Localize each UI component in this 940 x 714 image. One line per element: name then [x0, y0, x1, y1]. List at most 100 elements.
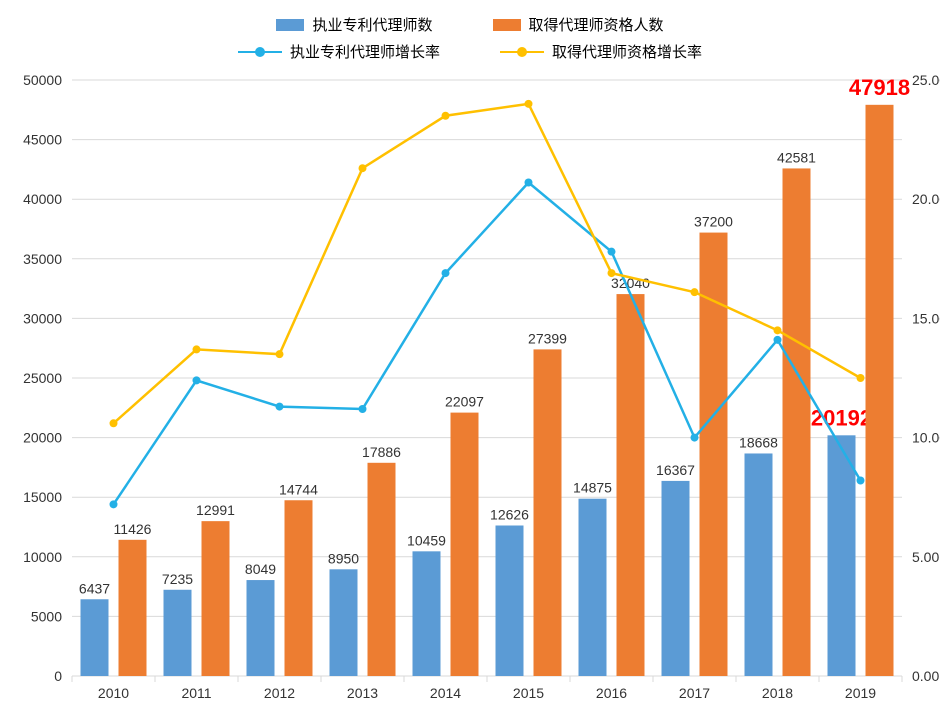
- x-tick-label: 2011: [181, 685, 211, 701]
- x-tick-label: 2010: [98, 685, 129, 701]
- y-left-tick-label: 10000: [23, 549, 62, 565]
- bar-series2: [202, 521, 230, 676]
- line-marker: [774, 326, 782, 334]
- bar-series1: [330, 569, 358, 676]
- legend-label: 取得代理师资格人数: [529, 14, 664, 35]
- y-left-tick-label: 30000: [23, 310, 62, 326]
- line-marker: [276, 350, 284, 358]
- bar-series1: [413, 551, 441, 676]
- plot-area: 0 5000 10000 15000 20000 25000 30000 35000 40000…: [0, 0, 940, 714]
- legend: 执业专利代理师数 取得代理师资格人数 执业专利代理师增长率 取得代理师: [0, 14, 940, 62]
- bar-value-label: 11426: [114, 521, 152, 537]
- line-marker: [193, 376, 201, 384]
- x-tick-label: 2018: [762, 685, 793, 701]
- bar-value-label: 42581: [777, 149, 816, 165]
- legend-item-bar1: 执业专利代理师数: [276, 14, 432, 35]
- y-right-tick-label: 20.00: [912, 191, 940, 207]
- y-right-tick-label: 15.00: [912, 310, 940, 326]
- y-left-tick-label: 5000: [31, 608, 62, 624]
- legend-row: 执业专利代理师数 取得代理师资格人数: [276, 14, 663, 35]
- line-marker: [193, 345, 201, 353]
- chart-container: 执业专利代理师数 取得代理师资格人数 执业专利代理师增长率 取得代理师: [0, 0, 940, 714]
- legend-item-bar2: 取得代理师资格人数: [493, 14, 664, 35]
- bar-value-label: 16367: [656, 462, 695, 478]
- legend-swatch-line2: [500, 45, 544, 59]
- bar-value-label: 14875: [573, 480, 612, 496]
- y-left-tick-label: 0: [54, 668, 62, 684]
- bar-value-label: 17886: [362, 444, 401, 460]
- x-tick-label: 2019: [845, 685, 876, 701]
- x-tick-label: 2014: [430, 685, 461, 701]
- bar-series2: [783, 168, 811, 676]
- bar-series1: [579, 499, 607, 676]
- line-marker: [110, 500, 118, 508]
- bar-value-label: 7235: [162, 571, 193, 587]
- line-marker: [608, 248, 616, 256]
- x-tick-label: 2012: [264, 685, 295, 701]
- line-marker: [857, 477, 865, 485]
- y-left-tick-label: 35000: [23, 251, 62, 267]
- legend-label: 执业专利代理师增长率: [290, 41, 440, 62]
- bar-series1: [164, 590, 192, 676]
- line-marker: [525, 179, 533, 187]
- line-marker: [359, 164, 367, 172]
- legend-item-line1: 执业专利代理师增长率: [238, 41, 440, 62]
- bar-value-label: 20192: [811, 405, 872, 430]
- bar-series2: [700, 233, 728, 676]
- bar-series2: [451, 413, 479, 676]
- bar-value-label: 8049: [245, 561, 276, 577]
- bar-series1: [662, 481, 690, 676]
- bar-value-label: 37200: [694, 214, 733, 230]
- legend-row: 执业专利代理师增长率 取得代理师资格增长率: [238, 41, 702, 62]
- legend-swatch-bar1: [276, 19, 304, 31]
- bar-series1: [496, 525, 524, 676]
- x-tick-label: 2016: [596, 685, 627, 701]
- y-left-tick-label: 40000: [23, 191, 62, 207]
- bar-series2: [617, 294, 645, 676]
- bar-series2: [119, 540, 147, 676]
- line-marker: [608, 269, 616, 277]
- y-right-tick-label: 10.00: [912, 430, 940, 446]
- bar-value-label: 12991: [196, 502, 235, 518]
- legend-item-line2: 取得代理师资格增长率: [500, 41, 702, 62]
- line-marker: [442, 269, 450, 277]
- legend-swatch-line1: [238, 45, 282, 59]
- y-left-tick-label: 45000: [23, 132, 62, 148]
- line-marker: [359, 405, 367, 413]
- bar-value-label: 10459: [407, 532, 446, 548]
- bar-series1: [247, 580, 275, 676]
- bar-series1: [828, 435, 856, 676]
- line-marker: [442, 112, 450, 120]
- bar-value-label: 8950: [328, 550, 359, 566]
- y-left-tick-label: 15000: [23, 489, 62, 505]
- bar-series1: [81, 599, 109, 676]
- y-right-tick-label: 0.00: [912, 668, 939, 684]
- bar-value-label: 6437: [79, 580, 110, 596]
- legend-label: 执业专利代理师数: [312, 14, 432, 35]
- line-marker: [691, 288, 699, 296]
- line-marker: [691, 434, 699, 442]
- x-tick-label: 2013: [347, 685, 378, 701]
- bar-value-label: 14744: [279, 481, 318, 497]
- legend-swatch-bar2: [493, 19, 521, 31]
- bar-value-label: 27399: [528, 330, 567, 346]
- bar-series2: [866, 105, 894, 676]
- bar-value-label: 47918: [849, 75, 910, 100]
- bar-value-label: 12626: [490, 506, 529, 522]
- bar-series2: [534, 349, 562, 676]
- x-tick-label: 2015: [513, 685, 544, 701]
- y-right-tick-label: 5.00: [912, 549, 939, 565]
- legend-label: 取得代理师资格增长率: [552, 41, 702, 62]
- y-left-tick-label: 25000: [23, 370, 62, 386]
- line-marker: [110, 419, 118, 427]
- bar-series2: [368, 463, 396, 676]
- y-right-tick-label: 25.00: [912, 72, 940, 88]
- line-marker: [276, 403, 284, 411]
- bar-series1: [745, 453, 773, 676]
- x-tick-label: 2017: [679, 685, 710, 701]
- bar-value-label: 22097: [445, 394, 484, 410]
- y-left-tick-label: 50000: [23, 72, 62, 88]
- line-marker: [857, 374, 865, 382]
- bar-series2: [285, 500, 313, 676]
- y-left-tick-label: 20000: [23, 430, 62, 446]
